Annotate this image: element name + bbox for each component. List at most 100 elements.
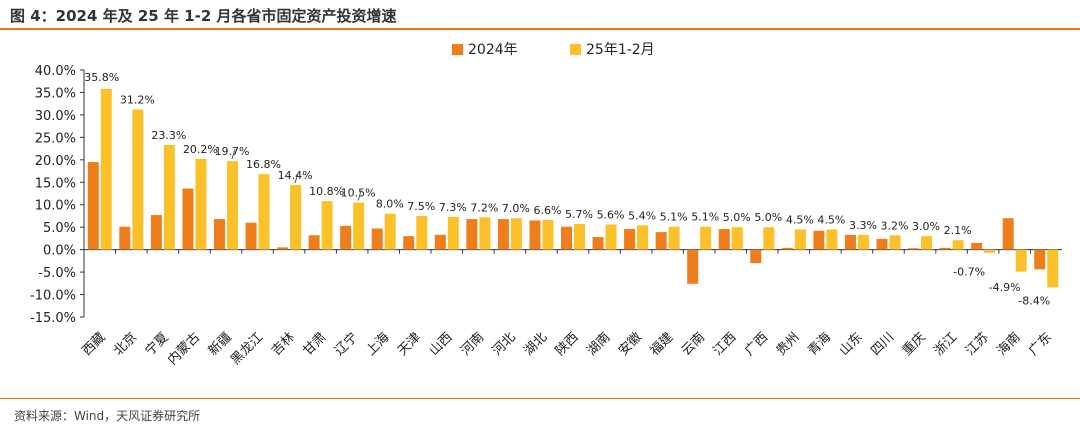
y-tick-label: -5.0%	[38, 266, 76, 281]
x-category-label: 天津	[395, 330, 424, 359]
y-tick-label: 20.0%	[35, 154, 76, 169]
data-label: 5.1%	[660, 211, 688, 224]
bar-2024	[529, 220, 541, 250]
data-label: 5.7%	[565, 208, 593, 221]
bar-2024	[561, 226, 572, 250]
x-category-label: 河北	[490, 330, 519, 359]
bar-2025-jan-feb	[100, 88, 112, 250]
data-label: 20.2%	[183, 143, 218, 156]
bar-2025-jan-feb	[984, 249, 996, 253]
chart-area: 40.0% 35.0% 30.0% 25.0% 20.0% 15.0% 10.0% 5.0% 0…	[0, 30, 1080, 398]
x-category-label: 北京	[111, 330, 140, 359]
bar-2024	[340, 225, 352, 250]
y-tick-label: 30.0%	[35, 109, 76, 124]
bar-2024	[718, 228, 730, 250]
data-label: 10.5%	[341, 186, 376, 199]
x-category-label: 海南	[994, 329, 1024, 359]
bar-2025-jan-feb	[1015, 249, 1027, 272]
bar-2025-jan-feb	[605, 224, 617, 250]
data-label: 7.3%	[439, 201, 467, 214]
bar-2024	[213, 219, 225, 250]
bar-2024	[497, 219, 509, 250]
bar-2025-jan-feb	[447, 216, 459, 250]
y-tick-label: 0.0%	[43, 244, 76, 259]
bar-2025-jan-feb	[195, 158, 207, 250]
legend-label-2025-jan-feb: 25年1-2月	[586, 42, 655, 58]
bar-2024	[687, 249, 699, 284]
data-label: 4.5%	[786, 213, 814, 226]
bar-2024	[908, 248, 920, 250]
bar-2024	[813, 230, 825, 250]
bar-2025-jan-feb	[1047, 249, 1059, 288]
source-note: 资料来源：Wind，天风证券研究所	[14, 409, 201, 423]
bar-2025-jan-feb	[668, 226, 680, 250]
bar-2025-jan-feb	[637, 225, 649, 250]
label-leader-line	[357, 190, 362, 201]
bar-2025-jan-feb	[163, 144, 175, 250]
data-label: 7.0%	[502, 202, 530, 215]
bar-2024	[245, 222, 257, 250]
bar-2024	[87, 162, 99, 250]
data-label: 16.8%	[246, 158, 281, 171]
bar-2024	[624, 228, 636, 250]
bar-2024	[939, 247, 951, 250]
bar-chart: 40.0% 35.0% 30.0% 25.0% 20.0% 15.0% 10.0% 5.0% 0…	[30, 42, 1062, 368]
data-label: 31.2%	[120, 94, 155, 107]
x-category-label: 江西	[711, 330, 740, 359]
x-category-label: 青海	[805, 330, 834, 359]
y-tick-label: 5.0%	[43, 221, 76, 236]
legend-swatch-2025-jan-feb	[570, 44, 581, 55]
data-label: 19.7%	[214, 145, 249, 158]
data-label: 23.3%	[151, 129, 186, 142]
x-category-label: 湖北	[521, 330, 550, 359]
x-category-label: 四川	[868, 330, 897, 359]
figure-title: 图 4：2024 年及 25 年 1-2 月各省市固定资产投资增速	[10, 7, 397, 25]
bar-2025-jan-feb	[731, 227, 743, 250]
bar-2025-jan-feb	[952, 240, 964, 250]
x-category-label: 吉林	[269, 330, 298, 359]
y-tick-label: 35.0%	[35, 86, 76, 101]
bar-2024	[277, 247, 289, 250]
bar-2025-jan-feb	[353, 202, 365, 250]
legend-swatch-2024	[452, 44, 463, 55]
bar-2025-jan-feb	[226, 161, 238, 250]
bar-2024	[781, 247, 793, 250]
bar-2025-jan-feb	[889, 235, 901, 250]
bar-2025-jan-feb	[479, 217, 491, 250]
data-label: 7.2%	[470, 201, 498, 214]
data-label: 3.3%	[849, 219, 877, 232]
data-label: 5.6%	[597, 208, 625, 221]
bar-2024	[403, 236, 415, 250]
data-label: 5.0%	[754, 211, 782, 224]
bar-2024	[371, 228, 383, 250]
data-label: 4.5%	[817, 213, 845, 226]
x-category-label: 江苏	[962, 329, 992, 359]
bar-2024	[434, 234, 446, 250]
data-label: 10.8%	[309, 185, 344, 198]
bar-2025-jan-feb	[921, 236, 933, 250]
bar-2025-jan-feb	[857, 234, 869, 250]
y-tick-label: 25.0%	[35, 131, 76, 146]
bar-2024	[876, 238, 888, 250]
x-category-label: 安徽	[616, 330, 645, 359]
x-category-label: 上海	[364, 330, 393, 359]
y-tick-label: 40.0%	[35, 64, 76, 79]
data-label: 2.1%	[944, 224, 972, 237]
bar-2025-jan-feb	[384, 213, 396, 250]
data-label: 8.0%	[376, 198, 404, 211]
data-label: -0.7%	[953, 266, 985, 279]
x-category-label: 辽宁	[331, 329, 361, 359]
data-label: 6.6%	[533, 204, 561, 217]
bar-2025-jan-feb	[574, 224, 585, 250]
x-category-label: 陕西	[553, 330, 582, 359]
data-label: 35.8%	[84, 71, 119, 84]
bar-2025-jan-feb	[321, 201, 333, 250]
bar-2025-jan-feb	[416, 215, 428, 250]
bar-2024	[592, 237, 604, 250]
data-label: 5.1%	[691, 211, 719, 224]
x-category-label: 福建	[647, 330, 676, 359]
x-category-label: 山西	[427, 330, 456, 359]
bar-layer	[87, 88, 1059, 288]
x-category-label: 湖南	[584, 329, 614, 359]
x-category-label: 云南	[678, 329, 708, 359]
